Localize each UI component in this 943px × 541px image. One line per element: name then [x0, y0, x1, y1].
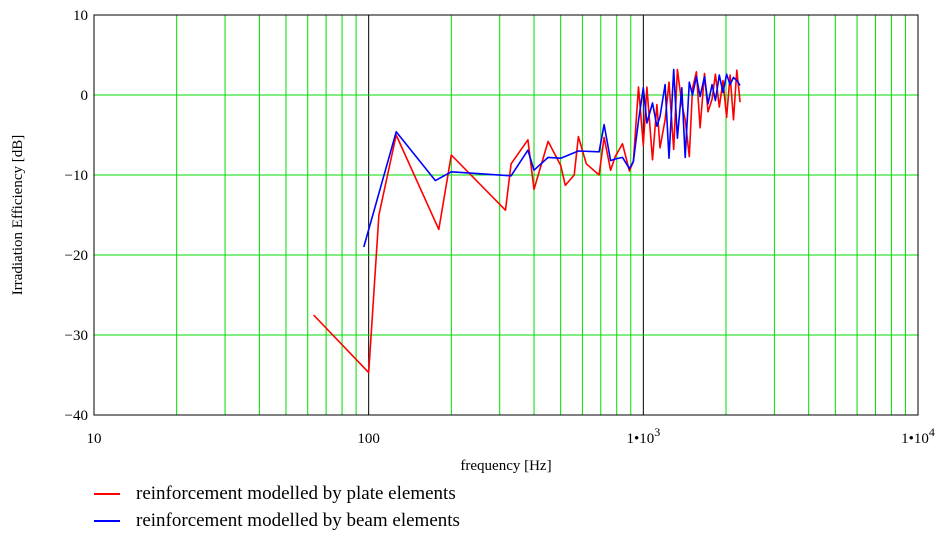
y-tick-label: −10: [65, 168, 88, 184]
x-tick-label: 10: [87, 431, 102, 447]
grid: [94, 15, 918, 415]
legend-item-beam: reinforcement modelled by beam elements: [94, 507, 460, 534]
y-tick-label: −30: [65, 328, 88, 344]
plot-frame: [93, 14, 919, 416]
x-axis-label: frequency [Hz]: [460, 458, 551, 474]
series-line-beam: [363, 68, 741, 248]
y-tick-label: −20: [65, 248, 88, 264]
legend-item-plate: reinforcement modelled by plate elements: [94, 480, 460, 507]
legend: reinforcement modelled by plate elements…: [94, 480, 460, 534]
x-tick-label: 1•103: [626, 425, 660, 447]
y-tick-label: −40: [65, 408, 88, 424]
y-axis-label: Irradiation Efficiency [dB]: [10, 135, 26, 296]
series-group: [313, 68, 741, 374]
y-tick-label: 10: [73, 8, 88, 24]
legend-label-plate: reinforcement modelled by plate elements: [136, 482, 456, 504]
x-tick-label: 100: [357, 431, 380, 447]
legend-line-plate: [94, 492, 120, 495]
y-tick-label: 0: [81, 88, 89, 104]
series-line-plate: [313, 68, 741, 374]
legend-line-beam: [94, 519, 120, 522]
legend-label-beam: reinforcement modelled by beam elements: [136, 509, 460, 531]
x-tick-label: 1•104: [901, 425, 935, 447]
